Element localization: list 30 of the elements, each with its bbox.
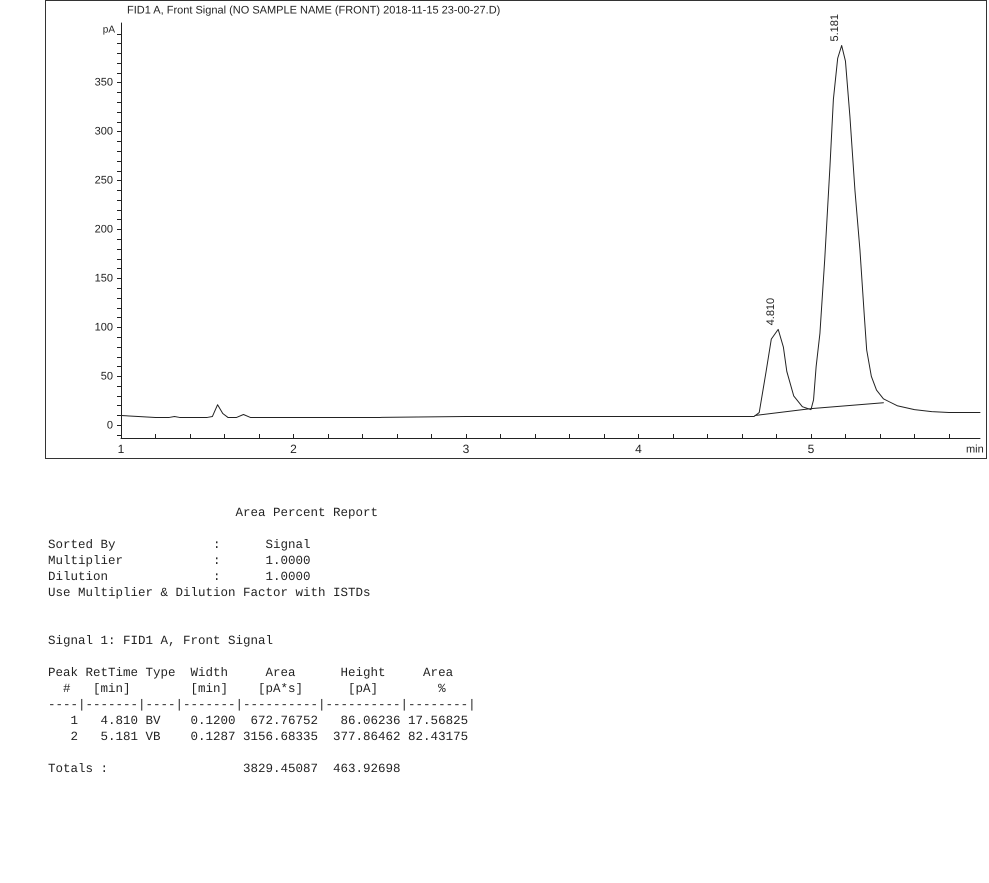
x-tick-label: 2 [290, 442, 298, 456]
text: Use Multiplier & Dilution Factor with ISTDs [48, 586, 371, 600]
x-tick-label: 1 [118, 442, 125, 456]
text: 1 4.810 BV 0.1200 672.76752 86.06236 17.56825 [70, 714, 468, 728]
x-tick-label: 3 [462, 442, 470, 456]
text: Sorted By : Signal [48, 538, 311, 552]
y-tick-label: 300 [94, 126, 113, 138]
y-tick-label: 250 [94, 174, 113, 187]
text: Multiplier : 1.0000 [48, 554, 311, 568]
text: Peak RetTime Type Width Area Height Area [48, 666, 454, 680]
text: ----|-------|----|-------|----------|----------|--------| [48, 698, 476, 712]
y-tick-label: 150 [94, 272, 113, 284]
x-tick-label: 5 [808, 442, 815, 456]
text: 2 5.181 VB 0.1287 3156.68335 377.86462 82.43175 [70, 730, 468, 744]
text: Area Percent Report [236, 506, 378, 520]
y-tick-label: 200 [94, 224, 113, 236]
text: Totals : 3829.45087 463.92698 [48, 762, 401, 776]
chart-title: FID1 A, Front Signal (NO SAMPLE NAME (FRONT) 2018-11-15 23-00-27.D) [127, 4, 500, 16]
y-tick-label: 100 [94, 321, 113, 334]
x-tick-label: 4 [635, 442, 642, 456]
text: Signal 1: FID1 A, Front Signal [48, 634, 274, 648]
annotation: 5.181 [829, 14, 842, 42]
x-axis-title: min [966, 444, 984, 456]
text: # [min] [min] [pA*s] [pA] % [63, 682, 446, 696]
y-tick-label: 0 [106, 419, 113, 432]
annotation: 4.810 [765, 298, 778, 326]
text: Dilution : 1.0000 [48, 570, 311, 584]
y-tick-label: 350 [94, 76, 113, 89]
y-axis-title: pA [102, 24, 116, 36]
y-tick-label: 50 [100, 370, 113, 382]
